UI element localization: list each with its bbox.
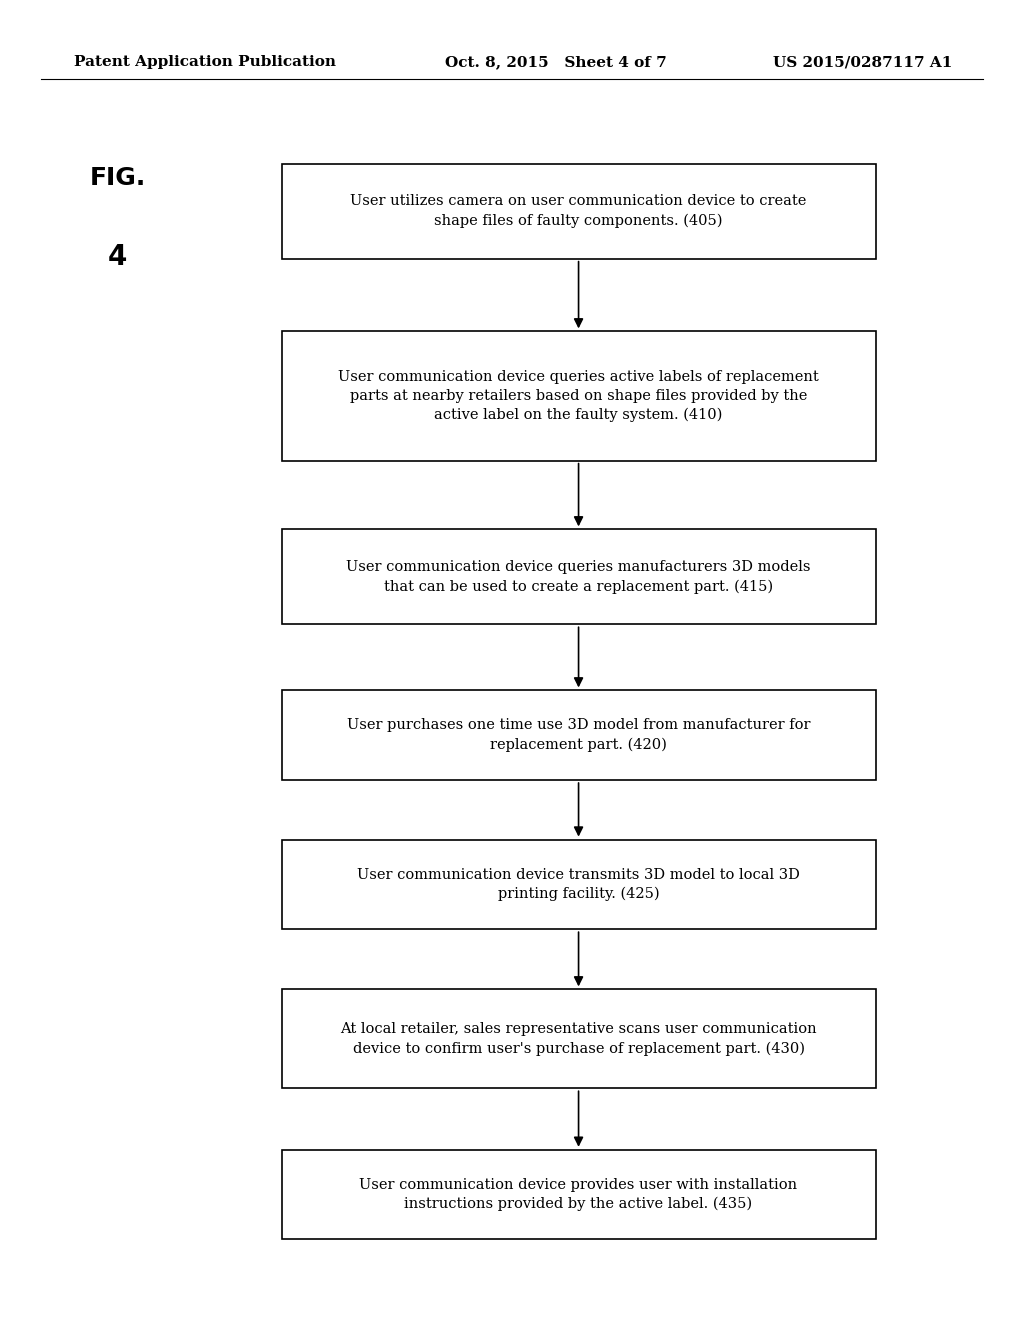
Bar — [282, 840, 876, 929]
Bar — [282, 1150, 876, 1239]
Text: User communication device transmits 3D model to local 3D
printing facility. (425: User communication device transmits 3D m… — [357, 867, 800, 902]
Text: User purchases one time use 3D model from manufacturer for
replacement part. (42: User purchases one time use 3D model fro… — [347, 718, 810, 752]
Text: User communication device queries manufacturers 3D models
that can be used to cr: User communication device queries manufa… — [346, 560, 811, 594]
Bar — [282, 164, 876, 259]
Text: Oct. 8, 2015   Sheet 4 of 7: Oct. 8, 2015 Sheet 4 of 7 — [445, 55, 668, 69]
Text: 4: 4 — [109, 243, 127, 272]
Bar — [282, 690, 876, 780]
Text: User communication device provides user with installation
instructions provided : User communication device provides user … — [359, 1177, 798, 1212]
Text: US 2015/0287117 A1: US 2015/0287117 A1 — [773, 55, 952, 69]
Bar — [282, 990, 876, 1088]
Text: User communication device queries active labels of replacement
parts at nearby r: User communication device queries active… — [338, 370, 819, 422]
Text: Patent Application Publication: Patent Application Publication — [74, 55, 336, 69]
Text: FIG.: FIG. — [90, 166, 145, 190]
Text: User utilizes camera on user communication device to create
shape files of fault: User utilizes camera on user communicati… — [350, 194, 807, 228]
Bar — [282, 331, 876, 461]
Bar — [282, 529, 876, 624]
Text: At local retailer, sales representative scans user communication
device to confi: At local retailer, sales representative … — [340, 1022, 817, 1056]
